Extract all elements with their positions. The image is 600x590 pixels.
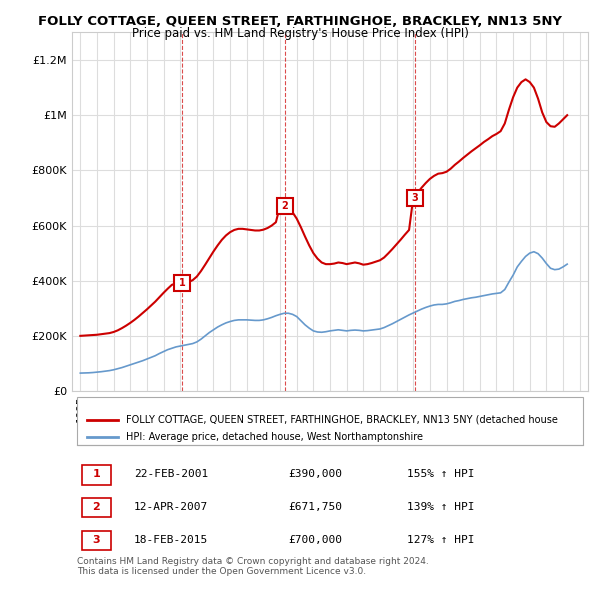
- Text: Contains HM Land Registry data © Crown copyright and database right 2024.
This d: Contains HM Land Registry data © Crown c…: [77, 557, 429, 576]
- Text: 2: 2: [281, 201, 288, 211]
- Text: Price paid vs. HM Land Registry's House Price Index (HPI): Price paid vs. HM Land Registry's House …: [131, 27, 469, 40]
- FancyBboxPatch shape: [77, 397, 583, 445]
- Text: 3: 3: [92, 535, 100, 545]
- FancyBboxPatch shape: [82, 466, 110, 484]
- Text: 139% ↑ HPI: 139% ↑ HPI: [407, 502, 475, 512]
- Text: £700,000: £700,000: [289, 535, 343, 545]
- Text: £390,000: £390,000: [289, 469, 343, 479]
- Text: 3: 3: [412, 193, 419, 203]
- Text: £671,750: £671,750: [289, 502, 343, 512]
- Text: 1: 1: [179, 278, 186, 289]
- Text: FOLLY COTTAGE, QUEEN STREET, FARTHINGHOE, BRACKLEY, NN13 5NY (detached house: FOLLY COTTAGE, QUEEN STREET, FARTHINGHOE…: [126, 415, 558, 425]
- FancyBboxPatch shape: [82, 498, 110, 517]
- Text: 1: 1: [92, 469, 100, 479]
- FancyBboxPatch shape: [82, 531, 110, 550]
- Text: 22-FEB-2001: 22-FEB-2001: [134, 469, 208, 479]
- Text: FOLLY COTTAGE, QUEEN STREET, FARTHINGHOE, BRACKLEY, NN13 5NY: FOLLY COTTAGE, QUEEN STREET, FARTHINGHOE…: [38, 15, 562, 28]
- Text: 127% ↑ HPI: 127% ↑ HPI: [407, 535, 475, 545]
- Text: 2: 2: [92, 502, 100, 512]
- Text: HPI: Average price, detached house, West Northamptonshire: HPI: Average price, detached house, West…: [126, 432, 423, 442]
- Text: 12-APR-2007: 12-APR-2007: [134, 502, 208, 512]
- Text: 155% ↑ HPI: 155% ↑ HPI: [407, 469, 475, 479]
- Text: 18-FEB-2015: 18-FEB-2015: [134, 535, 208, 545]
